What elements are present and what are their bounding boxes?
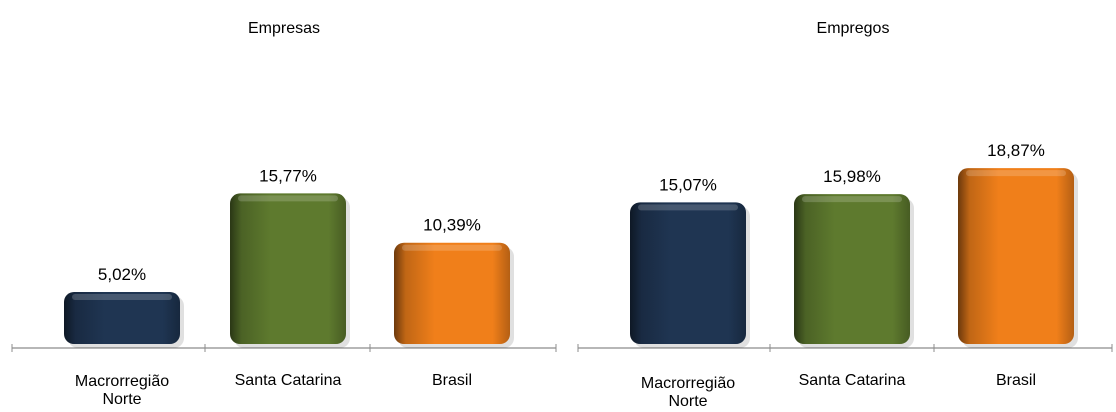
bar-empresas-macrorregiao-norte <box>64 291 180 344</box>
x-tick-label-empresas-macrorregiao-norte: Macrorregião Norte <box>75 373 169 407</box>
x-tick-label-empresas-santa-catarina: Santa Catarina <box>235 372 342 389</box>
bar-empregos-santa-catarina <box>794 194 910 344</box>
bar-empresas-brasil <box>394 242 510 344</box>
data-label-empresas-santa-catarina: 15,77% <box>259 166 317 185</box>
x-tick-label-empregos-brasil: Brasil <box>996 372 1036 389</box>
chart-empresas: Empresas 5,02% Macrorregião Norte 15,77% San… <box>11 20 557 408</box>
x-tick-label-empresas-brasil: Brasil <box>432 372 472 389</box>
chart-title-empresas: Empresas <box>248 20 320 37</box>
chart-title-empregos: Empregos <box>817 20 890 37</box>
chart-empregos: Empregos 15,07% Macrorregião Norte 15,98% Sa… <box>577 20 1113 410</box>
data-label-empregos-macrorregiao-norte: 15,07% <box>659 175 717 194</box>
bar-highlight-empresas-santa-catarina <box>238 195 338 202</box>
bar-highlight-empresas-brasil <box>402 244 502 251</box>
data-label-empresas-brasil: 10,39% <box>423 216 481 235</box>
bar-empregos-brasil <box>958 168 1074 344</box>
data-label-empregos-brasil: 18,87% <box>987 141 1045 160</box>
bar-highlight-empregos-santa-catarina <box>802 196 902 203</box>
x-tick-label-empregos-santa-catarina: Santa Catarina <box>799 372 906 389</box>
bar-empresas-santa-catarina <box>230 193 346 344</box>
data-label-empresas-macrorregiao-norte: 5,02% <box>98 265 146 284</box>
x-tick-label-empregos-macrorregiao-norte: Macrorregião Norte <box>641 375 735 407</box>
bar-highlight-empregos-macrorregiao-norte <box>638 204 738 211</box>
data-label-empregos-santa-catarina: 15,98% <box>823 167 881 186</box>
bar-highlight-empregos-brasil <box>966 170 1066 177</box>
bar-highlight-empresas-macrorregiao-norte <box>72 293 172 300</box>
bar-empregos-macrorregiao-norte <box>630 202 746 344</box>
